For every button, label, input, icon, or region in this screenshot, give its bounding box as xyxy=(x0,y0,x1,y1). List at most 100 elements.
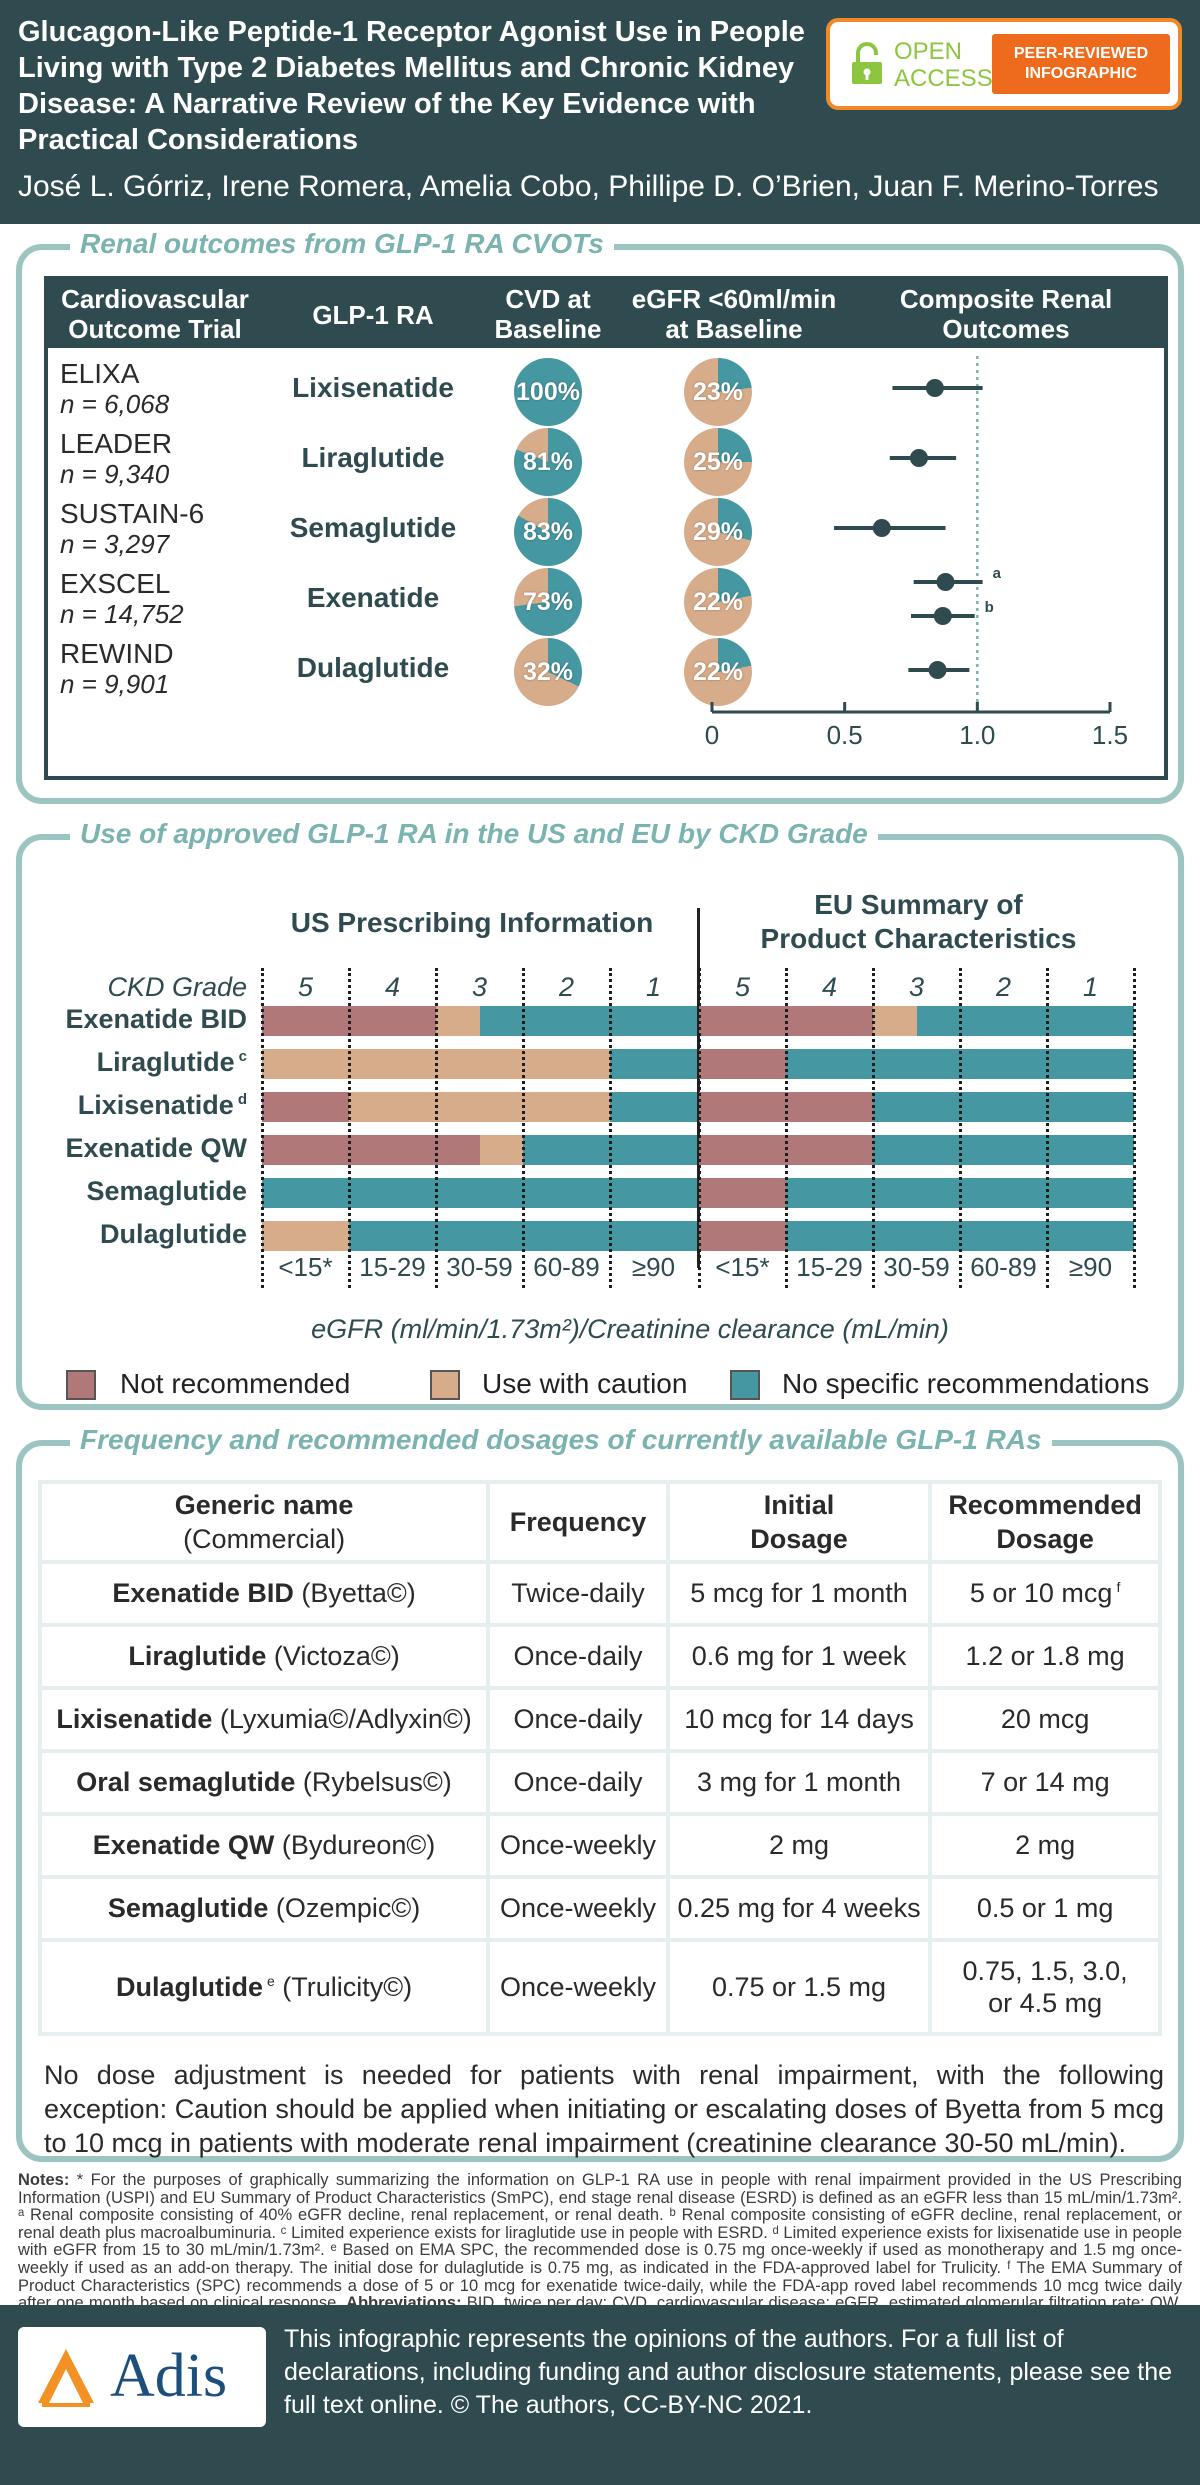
egfr-range: 60-89 xyxy=(970,1252,1037,1282)
trial-n: n = 9,340 xyxy=(60,459,170,489)
header-egfr-line1: eGFR <60ml/min xyxy=(631,284,837,314)
dosage-init: 2 mg xyxy=(665,1812,933,1879)
trial-n: n = 6,068 xyxy=(60,389,170,419)
dosage-init: 10 mcg for 14 days xyxy=(665,1686,933,1753)
recommended-value: 5 or 10 mcg xyxy=(969,1578,1113,1608)
cvd-pie-label: 83% xyxy=(522,518,574,546)
trial-name: LEADER xyxy=(60,428,173,459)
dosage-table-body: Exenatide BID (Byetta©) Twice-daily 5 mcg … xyxy=(37,1560,1162,2036)
egfr-pie: 29% xyxy=(684,498,752,566)
adis-triangle-icon xyxy=(38,2349,94,2407)
dosage-init: 0.75 or 1.5 mg xyxy=(665,1938,933,2036)
generic-name: Dulaglutide xyxy=(115,1971,263,2002)
eu-heading-line1: EU Summary of xyxy=(814,889,1023,920)
forest-point-label: b xyxy=(985,599,994,616)
grid-separator xyxy=(609,968,612,1288)
ckd-grade: 4 xyxy=(384,972,401,1002)
ckd-drug-name: Dulaglutide xyxy=(100,1219,247,1249)
trial-row: EXSCEL n = 14,752 Exenatide 73% 22% xyxy=(48,566,1164,638)
trial-n: n = 9,901 xyxy=(60,669,170,699)
grid-separator xyxy=(1133,968,1136,1288)
eu-heading: EU Summary of Product Characteristics xyxy=(700,888,1137,956)
ckd-grade-label: CKD Grade xyxy=(107,972,247,1002)
legend-no-specific: No specific recommendations xyxy=(782,1368,1150,1399)
ckd-grade: 1 xyxy=(1082,972,1099,1002)
ckd-drug-footnote: d xyxy=(237,1091,247,1108)
ckd-drug-footnote: c xyxy=(238,1048,247,1065)
forest-point xyxy=(872,519,891,537)
egfr-pie-label: 29% xyxy=(692,518,744,546)
cvd-pie-label: 73% xyxy=(522,588,574,616)
egfr-range: 15-29 xyxy=(796,1252,863,1282)
footer: Adis This infographic represents the opi… xyxy=(0,2305,1200,2485)
egfr-pie-label: 22% xyxy=(692,588,744,616)
ckd-drug-name: Exenatide QW xyxy=(65,1133,247,1163)
open-access-label: OPEN ACCESS xyxy=(894,38,993,92)
ckd-segment-ok xyxy=(916,1006,1134,1036)
ckd-grade: 3 xyxy=(908,972,925,1002)
renal-outcomes-title: Renal outcomes from GLP-1 RA CVOTs xyxy=(70,228,614,260)
header-initial-dosage: Initial Dosage xyxy=(665,1480,933,1564)
page-title: Glucagon-Like Peptide-1 Receptor Agonist… xyxy=(18,16,805,156)
ckd-drug-label: Lixisenatide d xyxy=(44,1090,247,1121)
dosage-table: Generic name (Commercial) Frequency Init… xyxy=(37,1480,1162,2036)
header-hr-line1: Composite Renal Outcomes xyxy=(899,284,1113,344)
cvd-pie: 32% xyxy=(514,638,582,706)
ckd-segment-c xyxy=(262,1221,349,1251)
ckd-grade-chart: US Prescribing Information EU Summary of… xyxy=(44,864,1156,1400)
trial-drug: Lixisenatide xyxy=(292,372,454,403)
grid-separator xyxy=(785,968,788,1288)
brand-name: (Rybelsus©) xyxy=(295,1767,452,1797)
recommended-value: 0.75, 1.5, 3.0, or 4.5 mg xyxy=(962,1956,1128,2018)
dosage-recommended: 2 mg xyxy=(928,1812,1162,1879)
ckd-drug-name: Exenatide BID xyxy=(65,1004,247,1034)
ckd-segment-c xyxy=(436,1006,480,1036)
trial-row: REWIND n = 9,901 Dulaglutide 32% 22% xyxy=(48,636,1164,708)
header-cvd: CVD at Baseline xyxy=(458,284,638,344)
dosage-recommended: 7 or 14 mg xyxy=(928,1749,1162,1816)
trial-name: EXSCEL xyxy=(60,568,171,599)
grid-separator xyxy=(959,968,962,1288)
legend-swatch-no-specific xyxy=(730,1370,760,1400)
generic-name: Oral semaglutide xyxy=(76,1767,296,1797)
header-generic-name: Generic name (Commercial) xyxy=(37,1480,491,1564)
dosage-generic-name: Dulaglutide e (Trulicity©) xyxy=(37,1938,491,2036)
recommended-footnote: f xyxy=(1116,1579,1121,1595)
ckd-segment-ok xyxy=(873,1092,1134,1122)
ckd-drug-label: Dulaglutide xyxy=(44,1219,247,1250)
ckd-segment-ok xyxy=(610,1092,697,1122)
ckd-segment-c xyxy=(873,1006,917,1036)
dosage-recommended: 0.75, 1.5, 3.0, or 4.5 mg xyxy=(928,1938,1162,2036)
ckd-drug-label: Exenatide QW xyxy=(44,1133,247,1164)
dosage-generic-name: Semaglutide (Ozempic©) xyxy=(37,1875,491,1942)
header-hr-line2: Hazard Ratio (95% CI) xyxy=(871,344,1141,374)
trial-row: SUSTAIN-6 n = 3,297 Semaglutide 83% 29% xyxy=(48,496,1164,568)
adis-logo: Adis xyxy=(18,2327,266,2427)
forest-plot: 0 0.5 1.0 1.5 ab xyxy=(705,356,1128,750)
generic-name: Exenatide BID xyxy=(112,1578,294,1608)
ckd-drug-name: Semaglutide xyxy=(86,1176,247,1206)
trial-drug: Exenatide xyxy=(306,582,440,613)
forest-point xyxy=(928,661,947,679)
ckd-segment-nr xyxy=(699,1178,786,1208)
recommended-value: 2 mg xyxy=(1015,1830,1076,1860)
header-cvd-line1: CVD at xyxy=(505,284,591,314)
brand-name: (Ozempic©) xyxy=(268,1893,421,1923)
recommended-value: 0.5 or 1 mg xyxy=(976,1893,1114,1923)
renal-outcomes-table: Cardiovascular Outcome Trial GLP-1 RA CV… xyxy=(44,276,1168,780)
dosage-row: Dulaglutide e (Trulicity©) Once-weekly 0.75… xyxy=(37,1938,1162,2036)
dosage-freq: Once-weekly xyxy=(486,1938,670,2036)
header-egfr-line2: at Baseline xyxy=(665,314,803,344)
egfr-axis-label: eGFR (ml/min/1.73m²)/Creatinine clearanc… xyxy=(311,1314,949,1344)
ckd-drug-name: Liraglutide xyxy=(96,1047,235,1077)
dosage-init: 5 mcg for 1 month xyxy=(665,1560,933,1627)
ckd-segment-ok xyxy=(479,1006,697,1036)
header-generic-line2: (Commercial) xyxy=(183,1524,346,1554)
trial-n: n = 14,752 xyxy=(60,599,184,629)
grid-separator xyxy=(348,968,351,1288)
egfr-range: 30-59 xyxy=(883,1252,950,1282)
egfr-range: ≥90 xyxy=(631,1252,676,1282)
dosage-recommended: 1.2 or 1.8 mg xyxy=(928,1623,1162,1690)
brand-name: (Byetta©) xyxy=(293,1578,416,1608)
egfr-pie: 25% xyxy=(684,428,752,496)
